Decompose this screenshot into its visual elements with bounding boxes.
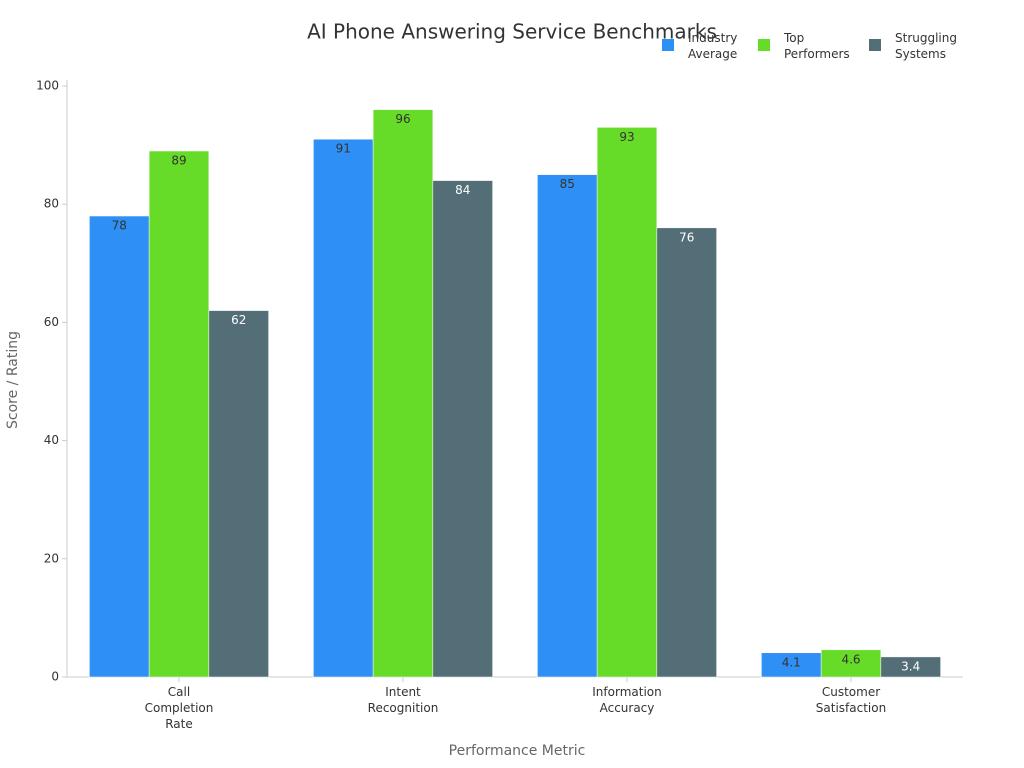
bar (761, 652, 822, 678)
value-label: 93 (619, 130, 634, 144)
x-tick-label: Customer Satisfaction (816, 685, 886, 715)
value-label: 91 (336, 142, 351, 156)
y-tick-label: 80 (44, 197, 59, 211)
value-label: 78 (112, 219, 127, 233)
value-label: 96 (395, 112, 410, 126)
value-label: 76 (679, 230, 694, 244)
legend-swatch (662, 39, 674, 51)
legend-swatch (869, 39, 881, 51)
value-label: 85 (560, 177, 575, 191)
bar (880, 656, 941, 678)
legend-swatch (758, 39, 770, 51)
value-label: 84 (455, 183, 470, 197)
bar (820, 649, 882, 678)
bar (537, 174, 598, 678)
bar (656, 227, 717, 678)
y-tick-label: 0 (51, 670, 59, 684)
y-axis-label: Score / Rating (5, 331, 21, 429)
y-tick-label: 60 (44, 315, 59, 329)
y-tick-label: 20 (44, 551, 59, 565)
x-axis-label: Performance Metric (449, 743, 586, 759)
bar (372, 109, 434, 678)
bar (432, 180, 493, 678)
value-label: 3.4 (901, 659, 920, 673)
legend-label: Industry Average (688, 31, 737, 61)
x-tick-label: Information Accuracy (592, 685, 661, 715)
value-label: 89 (171, 154, 186, 168)
x-tick-label: Call Completion Rate (145, 685, 214, 731)
bar (313, 138, 374, 678)
legend-label: Struggling Systems (895, 31, 957, 61)
x-tick-label: Intent Recognition (368, 685, 439, 715)
chart-title: AI Phone Answering Service Benchmarks (307, 20, 717, 44)
y-tick-label: 40 (44, 433, 59, 447)
legend-label: Top Performers (783, 31, 850, 61)
bar (596, 127, 658, 678)
value-label: 4.1 (782, 655, 801, 669)
bar (208, 310, 269, 678)
value-label: 4.6 (841, 652, 860, 666)
bar (89, 215, 150, 678)
bar (148, 150, 210, 678)
value-label: 62 (231, 313, 246, 327)
y-tick-label: 100 (36, 79, 59, 93)
